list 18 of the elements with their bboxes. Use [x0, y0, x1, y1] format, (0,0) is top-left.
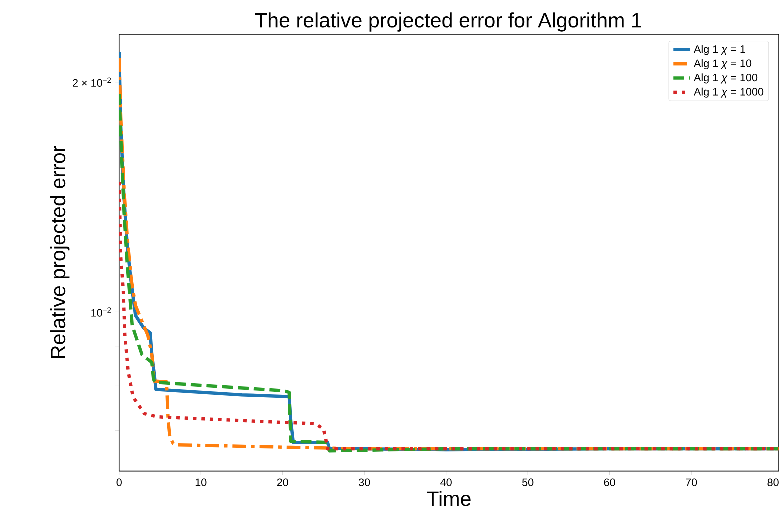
x-tick-label: 70 — [686, 478, 698, 486]
y-tick-label: 2 × 10$^{−2}$ — [73, 77, 112, 87]
legend-label: Alg 1 χ = 10 — [694, 59, 752, 70]
legend-label: Alg 1 χ = 1 — [694, 44, 746, 56]
legend-label: Alg 1 χ = 100 — [694, 73, 758, 84]
x-tick-label: 0 — [116, 478, 122, 486]
x-tick-label: 60 — [604, 478, 616, 486]
x-tick-label: 10 — [196, 478, 207, 486]
x-tick-label: 30 — [359, 478, 370, 486]
x-tick-label: 80 — [768, 478, 779, 486]
x-tick-label: 20 — [277, 478, 288, 486]
chart-title: The relative projected error for Algorithm 1 — [255, 12, 642, 32]
x-tick-label: 40 — [440, 478, 452, 486]
y-axis-title: Relative projected error — [50, 146, 70, 358]
y-tick-label: 10$^{−2}$ — [92, 307, 112, 317]
legend-label: Alg 1 χ = 1000 — [694, 88, 764, 98]
x-axis-title: Time — [427, 490, 471, 506]
x-tick-label: 50 — [522, 478, 534, 486]
